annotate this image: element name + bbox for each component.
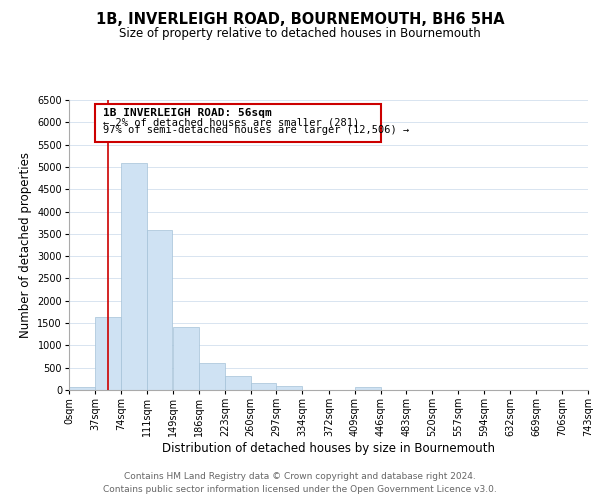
Bar <box>277 386 302 390</box>
Bar <box>146 230 172 390</box>
Bar <box>121 164 146 390</box>
Bar <box>355 388 380 390</box>
Bar <box>69 386 95 390</box>
Text: 1B, INVERLEIGH ROAD, BOURNEMOUTH, BH6 5HA: 1B, INVERLEIGH ROAD, BOURNEMOUTH, BH6 5H… <box>95 12 505 28</box>
X-axis label: Distribution of detached houses by size in Bournemouth: Distribution of detached houses by size … <box>162 442 495 455</box>
Text: Size of property relative to detached houses in Bournemouth: Size of property relative to detached ho… <box>119 28 481 40</box>
Bar <box>251 383 277 390</box>
Y-axis label: Number of detached properties: Number of detached properties <box>19 152 32 338</box>
Text: 97% of semi-detached houses are larger (12,506) →: 97% of semi-detached houses are larger (… <box>103 126 409 136</box>
Bar <box>95 104 380 142</box>
Bar <box>199 363 225 390</box>
Bar <box>173 326 199 390</box>
Bar <box>225 376 251 390</box>
Text: 1B INVERLEIGH ROAD: 56sqm: 1B INVERLEIGH ROAD: 56sqm <box>103 108 272 118</box>
Text: ← 2% of detached houses are smaller (281): ← 2% of detached houses are smaller (281… <box>103 118 359 128</box>
Text: Contains public sector information licensed under the Open Government Licence v3: Contains public sector information licen… <box>103 485 497 494</box>
Bar <box>95 318 121 390</box>
Text: Contains HM Land Registry data © Crown copyright and database right 2024.: Contains HM Land Registry data © Crown c… <box>124 472 476 481</box>
